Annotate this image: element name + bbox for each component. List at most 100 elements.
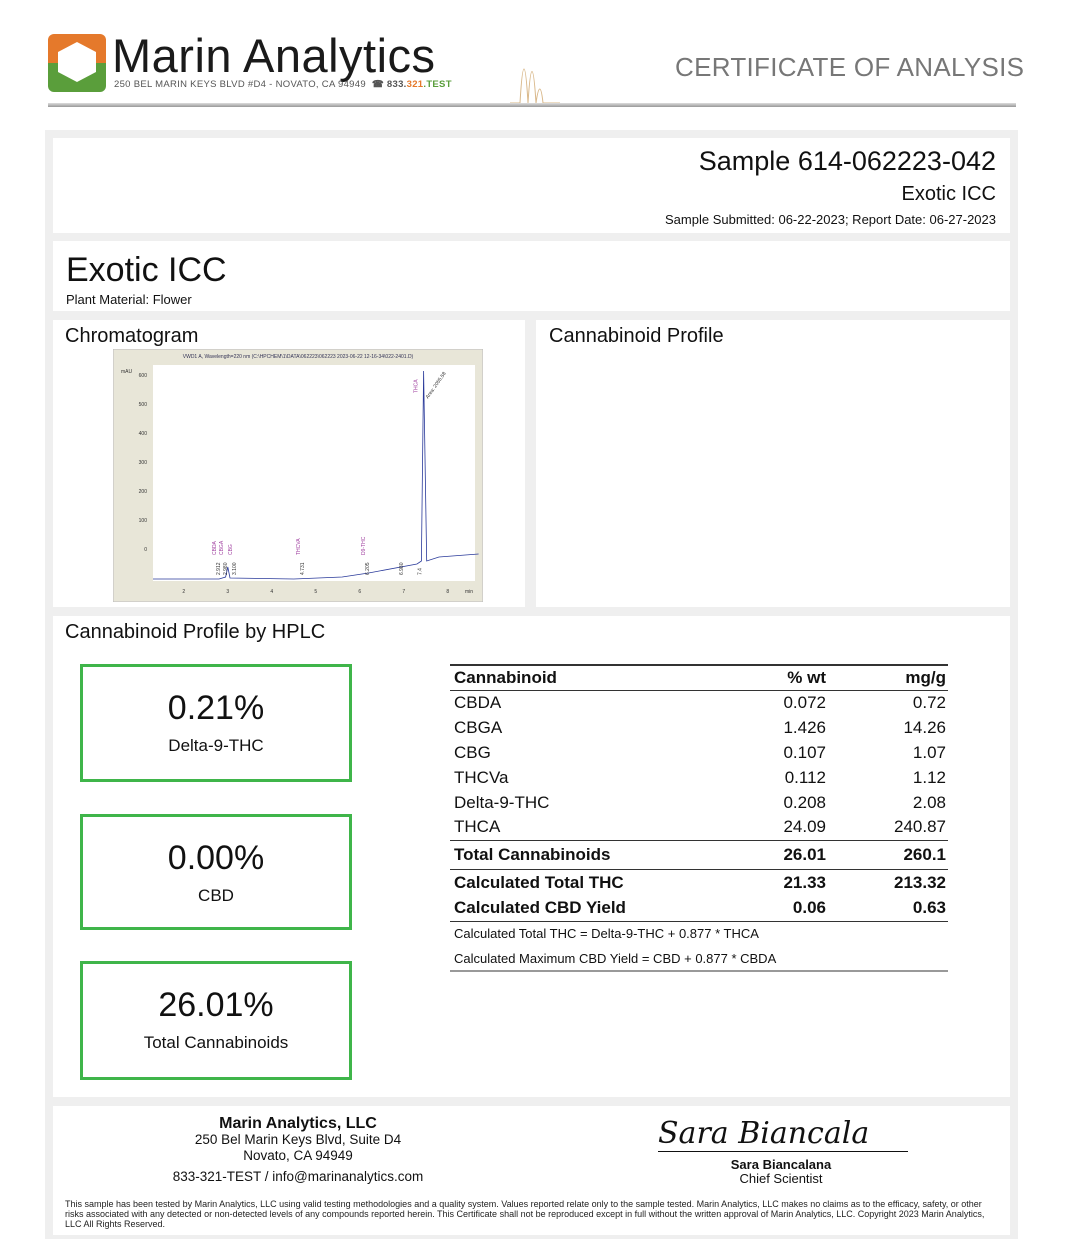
table-row: THCVa 0.112 1.12 (450, 765, 948, 790)
cannabinoid-table: Cannabinoid % wt mg/g CBDA 0.072 0.72 CBGA 1… (450, 664, 948, 972)
peak-name: CBG (228, 544, 234, 555)
x-tick-label: 2 (182, 589, 185, 595)
peak-rt: 7.4 (417, 568, 423, 575)
document-title: CERTIFICATE OF ANALYSIS (675, 52, 1025, 82)
company-block: Marin Analytics, LLC 250 Bel Marin Keys … (148, 1116, 448, 1185)
table-row: CBDA 0.072 0.72 (450, 690, 948, 715)
hplc-title: Cannabinoid Profile by HPLC (65, 621, 326, 643)
plot-header: VWD1 A, Wavelength=220 nm (C:\HPCHEM\1\D… (183, 354, 414, 360)
company-contact: 833-321-TEST / info@marinanalytics.com (172, 1169, 424, 1184)
kpi-thc: 0.21% Delta-9-THC (80, 664, 352, 782)
peak-name: CBGA (219, 540, 225, 555)
kpi-label: CBD (198, 886, 234, 905)
sample-panel: Sample 614-062223-042 Exotic ICC Sample … (53, 138, 1010, 233)
kpi-value: 26.01% (158, 986, 274, 1024)
x-tick-label: 5 (314, 589, 317, 595)
profile-chart-panel: CBDA0.072CBGA1.426CBG0.107THCVa0.112Delt… (536, 320, 1010, 607)
x-tick-label: 7 (402, 589, 405, 595)
y-tick-label: 600 (139, 373, 148, 379)
profile-bar-chart: CBDA0.072CBGA1.426CBG0.107THCVa0.112Delt… (536, 320, 1010, 607)
chromatogram-plot: VWD1 A, Wavelength=220 nm (C:\HPCHEM\1\D… (113, 349, 483, 602)
cell-name: THCVa (454, 767, 509, 787)
col-pct: % wt (787, 667, 826, 687)
kpi-label: Delta-9-THC (168, 736, 264, 755)
y-tick-label: 400 (139, 431, 148, 437)
peak-rt: 4.731 (300, 562, 306, 575)
table-row: CBG 0.107 1.07 (450, 740, 948, 765)
product-name: Exotic ICC (66, 251, 227, 289)
sample-dates: Sample Submitted: 06-22-2023; Report Dat… (665, 212, 996, 227)
table-row: THCA 24.09 240.87 (450, 815, 948, 840)
plant-material: Plant Material: Flower (66, 292, 192, 307)
cell-mgg: 1.12 (912, 767, 946, 787)
x-tick-label: 8 (446, 589, 449, 595)
peak-rt: 2.912 (216, 562, 222, 575)
cell-pct: 1.426 (783, 717, 826, 737)
calc-thc-row: Calculated Total THC 21.33 213.32 (454, 872, 946, 892)
chromatogram-panel: Chromatogram VWD1 A, Wavelength=220 nm (… (53, 320, 525, 607)
sample-name: Exotic ICC (901, 183, 996, 205)
x-tick-label: 4 (270, 589, 273, 595)
disclaimer: This sample has been tested by Marin Ana… (65, 1199, 985, 1229)
x-tick-label: 6 (358, 589, 361, 595)
product-panel: Exotic ICC Plant Material: Flower (53, 241, 1010, 311)
cell-name: CBGA (454, 717, 503, 737)
y-tick-label: 300 (139, 460, 148, 466)
cell-name: CBG (454, 742, 491, 762)
peak-name: CBDA (212, 540, 218, 555)
note-row: Calculated Total THC = Delta-9-THC + 0.8… (454, 926, 759, 942)
kpi-value: 0.21% (167, 689, 265, 727)
logo-icon (48, 34, 106, 92)
kpi-value: 0.00% (167, 839, 265, 877)
x-unit: min (465, 589, 473, 595)
total-row: Total Cannabinoids 26.01 260.1 (450, 840, 948, 869)
footer-panel: Marin Analytics, LLC 250 Bel Marin Keys … (53, 1106, 1010, 1235)
cell-mgg: 240.87 (894, 817, 946, 837)
cell-pct: 0.208 (783, 792, 826, 812)
peak-rt: 2.980 (223, 562, 229, 575)
table-header: Cannabinoid % wt mg/g (450, 665, 948, 690)
y-tick-label: 500 (139, 402, 148, 408)
cell-mgg: 0.72 (912, 692, 946, 712)
cell-name: THCA (454, 817, 501, 837)
cell-pct: 0.107 (783, 742, 826, 762)
peaks-decoration (510, 68, 560, 104)
cell-name: CBDA (454, 692, 502, 712)
peak-rt: 6.205 (365, 562, 371, 575)
company-name: Marin Analytics, LLC (219, 1115, 377, 1132)
sample-id: Sample 614-062223-042 (698, 146, 996, 176)
cell-pct: 24.09 (783, 817, 826, 837)
header-divider (48, 103, 1016, 107)
profile-chart-title: Cannabinoid Profile (549, 325, 724, 347)
cell-pct: 0.072 (783, 692, 826, 712)
y-tick-label: 200 (139, 489, 148, 495)
peak-name: D9-THC (361, 536, 367, 555)
note-row: Calculated Maximum CBD Yield = CBD + 0.8… (450, 946, 948, 971)
calc-cbd-row: Calculated CBD Yield 0.06 0.63 (450, 896, 948, 921)
signer-name: Sara Biancalana (730, 1157, 832, 1172)
company-address: 250 Bel Marin Keys Blvd, Suite D4 (194, 1132, 402, 1147)
trace (153, 370, 479, 580)
table-row: Delta-9-THC 0.208 2.08 (450, 790, 948, 815)
brand-name: Marin Analytics (112, 29, 436, 82)
company-city: Novato, CA 94949 (243, 1148, 353, 1163)
y-tick-label: 100 (139, 518, 148, 524)
peak-name: THCA (413, 379, 419, 393)
peak-rt: 6.980 (399, 562, 405, 575)
peak-name: THCVA (296, 538, 302, 555)
cell-mgg: 14.26 (903, 717, 946, 737)
signature: Sara Biancala (658, 1116, 908, 1152)
table-row: CBGA 1.426 14.26 (450, 715, 948, 740)
kpi-cbd: 0.00% CBD (80, 814, 352, 930)
kpi-total: 26.01% Total Cannabinoids (80, 961, 352, 1080)
cell-name: Delta-9-THC (454, 792, 550, 812)
cell-mgg: 1.07 (912, 742, 946, 762)
y-tick-label: 0 (144, 547, 147, 553)
cell-pct: 0.112 (784, 767, 826, 787)
cell-mgg: 2.08 (912, 792, 946, 812)
x-tick-label: 3 (226, 589, 229, 595)
col-cannabinoid: Cannabinoid (454, 667, 557, 687)
kpi-label: Total Cannabinoids (143, 1033, 289, 1052)
chromatogram-title: Chromatogram (65, 325, 199, 347)
brand-address: 250 BEL MARIN KEYS BLVD #D4 - NOVATO, CA… (114, 79, 452, 90)
